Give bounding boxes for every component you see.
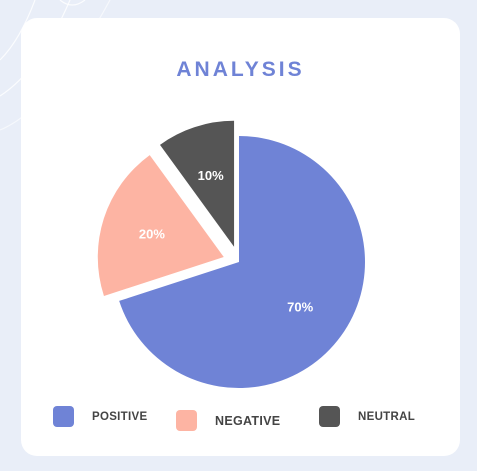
legend-item-neutral: NEUTRAL: [319, 406, 415, 427]
pie-label-neutral: 10%: [198, 168, 224, 183]
legend-swatch-negative: [176, 410, 197, 431]
legend-item-negative: NEGATIVE: [176, 410, 280, 431]
pie-slice-positive: [119, 136, 366, 388]
pie-label-positive: 70%: [287, 299, 313, 314]
legend-label-positive: POSITIVE: [92, 410, 148, 423]
legend-item-positive: POSITIVE: [53, 406, 147, 427]
pie-slice-neutral: [159, 120, 235, 247]
chart-title: ANALYSIS: [176, 58, 305, 81]
pie-chart: 70% 20% 10%: [97, 120, 366, 388]
legend-label-negative: NEGATIVE: [215, 413, 281, 428]
legend-swatch-neutral: [319, 406, 340, 427]
pie-slice-negative: [97, 155, 224, 296]
pie-label-negative: 20%: [139, 227, 165, 242]
legend-swatch-positive: [53, 406, 74, 427]
legend-label-neutral: NEUTRAL: [358, 410, 416, 423]
analysis-card: ANALYSIS 70% 20% 10% POSITIVE NEGATIVE NEU…: [21, 18, 460, 456]
